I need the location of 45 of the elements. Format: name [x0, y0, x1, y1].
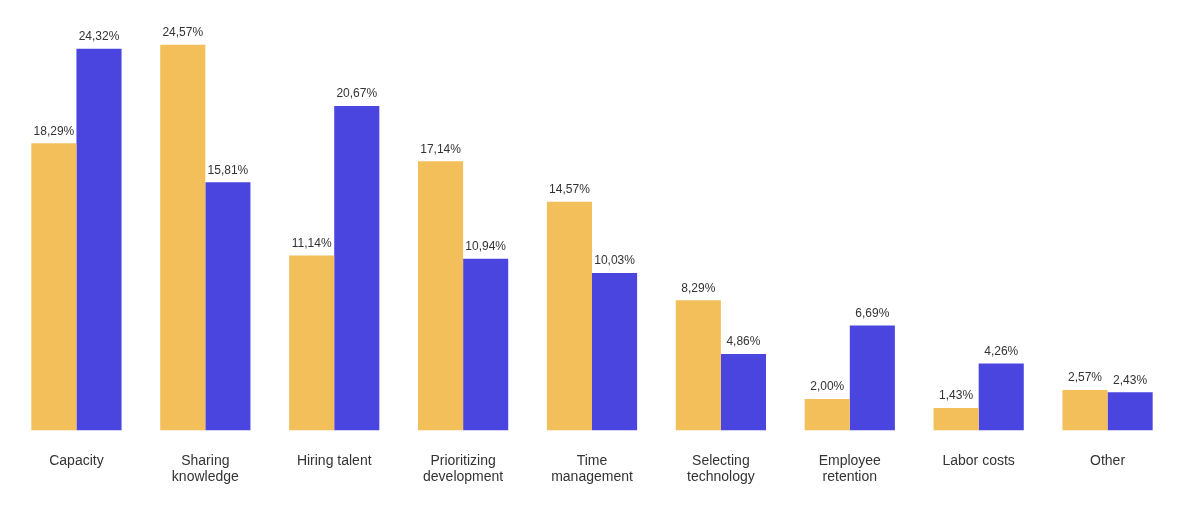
data-label: 6,69%	[855, 305, 890, 320]
x-tick-label: Labor costs	[942, 451, 1015, 468]
data-label: 10,94%	[465, 239, 507, 253]
bar	[720, 354, 766, 431]
data-label: 2,57%	[1067, 370, 1103, 385]
bar	[849, 325, 895, 431]
data-label: 11,14%	[291, 235, 332, 250]
bar	[675, 300, 721, 431]
data-label: 8,29%	[681, 280, 716, 295]
bar	[978, 363, 1024, 431]
bar	[804, 399, 850, 431]
bar	[1062, 390, 1108, 431]
x-tick-label: Other	[1090, 451, 1126, 468]
data-label: 17,14%	[420, 141, 462, 156]
bar	[933, 407, 979, 431]
bar	[418, 161, 464, 431]
bar	[334, 105, 380, 431]
x-tick-label: Capacity	[49, 451, 104, 468]
data-label: 18,29%	[33, 123, 75, 138]
data-label: 10,03%	[594, 253, 636, 268]
data-label: 2,43%	[1113, 372, 1148, 387]
x-tick-label: Employee retention	[818, 451, 882, 485]
data-label: 4,86%	[726, 334, 761, 349]
data-label: 24,57%	[162, 25, 204, 40]
data-label: 1,43%	[939, 388, 974, 403]
data-label: 4,26%	[984, 343, 1019, 358]
bar	[289, 255, 335, 431]
x-tick-label: Time management	[551, 451, 633, 485]
x-tick-label: Sharing knowledge	[171, 451, 240, 485]
bar	[1107, 392, 1153, 431]
bar	[546, 201, 592, 431]
x-tick-label: Prioritizing development	[423, 451, 504, 485]
data-label: 20,67%	[336, 86, 378, 101]
bar	[31, 143, 77, 431]
data-label: 24,32%	[78, 28, 120, 43]
bar	[463, 258, 509, 431]
data-label: 2,00%	[810, 379, 845, 394]
bar	[76, 48, 122, 431]
bar	[592, 272, 638, 431]
bar	[205, 182, 251, 431]
x-tick-label: Selecting technology	[687, 451, 755, 485]
data-label: 15,81%	[207, 162, 249, 177]
x-tick-label: Hiring talent	[296, 451, 372, 468]
bar	[160, 44, 206, 431]
data-label: 14,57%	[549, 182, 591, 197]
